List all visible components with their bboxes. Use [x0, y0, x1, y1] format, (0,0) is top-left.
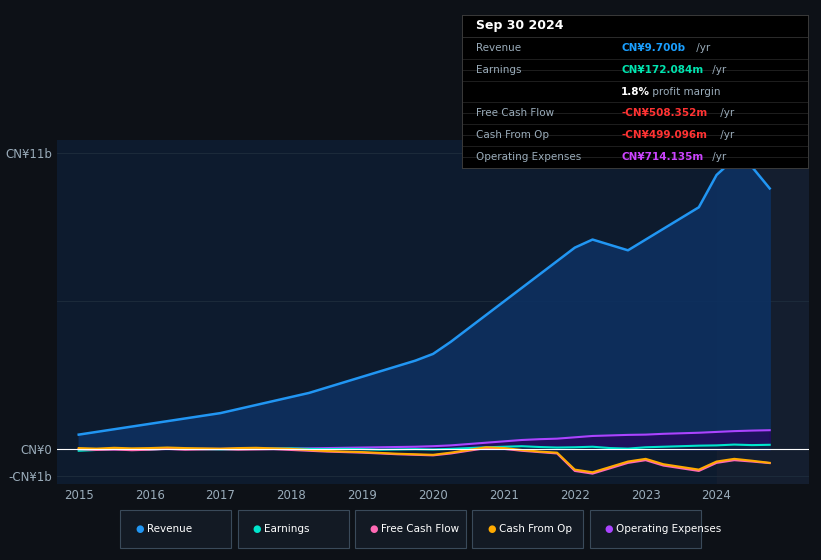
Text: CN¥9.700b /yr: CN¥9.700b /yr [621, 43, 696, 53]
Text: Cash From Op: Cash From Op [499, 524, 571, 534]
Text: /yr: /yr [709, 152, 726, 162]
Text: CN¥714.135m /yr: CN¥714.135m /yr [621, 152, 713, 162]
Text: Revenue: Revenue [476, 43, 521, 53]
Text: Operating Expenses: Operating Expenses [617, 524, 722, 534]
Text: Revenue: Revenue [146, 524, 191, 534]
Text: Operating Expenses: Operating Expenses [476, 152, 581, 162]
Text: CN¥172.084m /yr: CN¥172.084m /yr [621, 64, 713, 74]
Text: -CN¥499.096m /yr: -CN¥499.096m /yr [621, 130, 717, 140]
Text: 1.8%: 1.8% [621, 86, 650, 96]
Text: Earnings: Earnings [264, 524, 310, 534]
Text: /yr: /yr [717, 130, 734, 140]
Text: -CN¥499.096m: -CN¥499.096m [621, 130, 707, 140]
Text: ●: ● [370, 524, 378, 534]
Text: Free Cash Flow: Free Cash Flow [476, 108, 554, 118]
Text: /yr: /yr [717, 108, 734, 118]
Text: Earnings: Earnings [476, 64, 521, 74]
Text: CN¥9.700b: CN¥9.700b [621, 43, 686, 53]
Text: profit margin: profit margin [649, 86, 720, 96]
Text: /yr: /yr [709, 64, 726, 74]
Text: Free Cash Flow: Free Cash Flow [382, 524, 460, 534]
Text: Sep 30 2024: Sep 30 2024 [476, 20, 563, 32]
Text: CN¥172.084m: CN¥172.084m [621, 64, 704, 74]
Text: -CN¥508.352m: -CN¥508.352m [621, 108, 708, 118]
Text: ●: ● [605, 524, 613, 534]
Text: /yr: /yr [693, 43, 710, 53]
Text: ●: ● [253, 524, 261, 534]
Text: -CN¥508.352m /yr: -CN¥508.352m /yr [621, 108, 717, 118]
Text: Cash From Op: Cash From Op [476, 130, 549, 140]
Text: ●: ● [135, 524, 144, 534]
Text: CN¥714.135m: CN¥714.135m [621, 152, 704, 162]
Text: ●: ● [488, 524, 496, 534]
Bar [717, 140, 809, 484]
